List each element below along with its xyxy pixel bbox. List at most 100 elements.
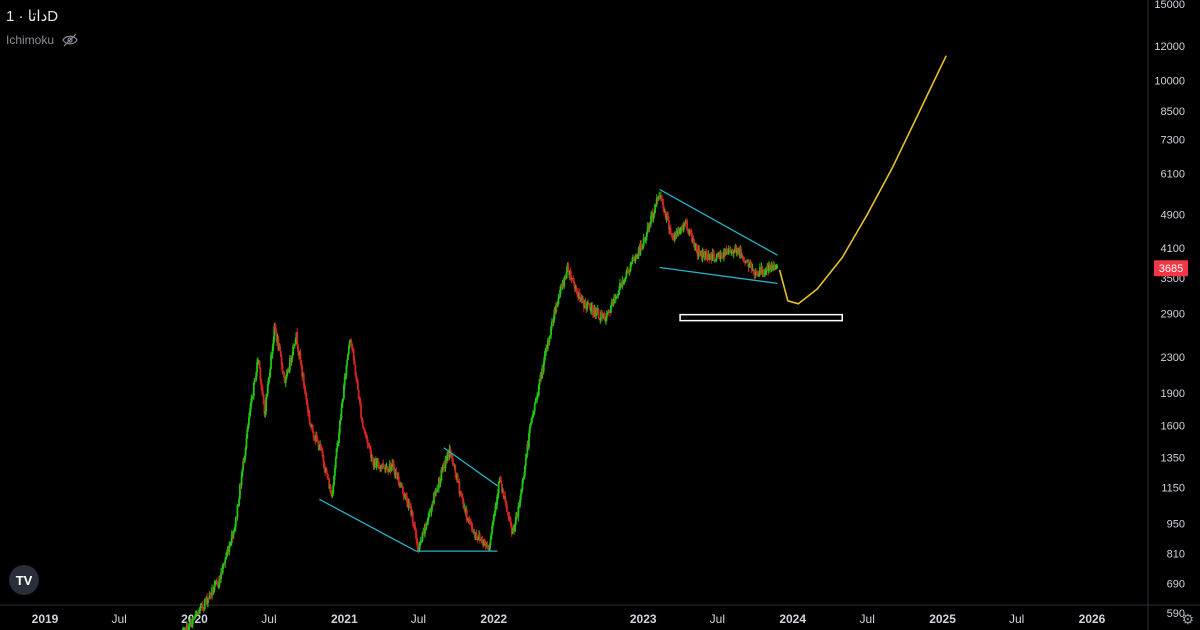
candle-body: [189, 622, 191, 624]
candle-body: [363, 428, 366, 432]
candle-body: [640, 244, 643, 248]
candle-body: [548, 337, 551, 342]
candle-body: [243, 461, 245, 463]
candle-body: [501, 483, 503, 492]
logo-text: TV: [15, 572, 33, 588]
symbol-name: داتا: [27, 8, 48, 25]
tradingview-logo[interactable]: TV: [9, 565, 39, 595]
y-tick-label: 1350: [1161, 452, 1185, 464]
candle-body: [284, 378, 287, 384]
candle-body: [308, 413, 311, 423]
candle-body: [551, 321, 553, 327]
candle-body: [343, 385, 345, 399]
candle-body: [522, 479, 525, 481]
candle-body: [662, 202, 665, 208]
candle-body: [509, 516, 512, 522]
candle-body: [328, 478, 331, 489]
candle-body: [452, 464, 455, 466]
candle-body: [362, 426, 365, 429]
y-tick-label: 4100: [1161, 243, 1185, 255]
candle-body: [776, 265, 779, 268]
candle-body: [690, 231, 693, 234]
candle-body: [342, 398, 344, 402]
candle-body: [279, 346, 281, 351]
candle-body: [337, 442, 340, 444]
candle-body: [639, 244, 642, 255]
candle-body: [267, 377, 270, 385]
y-tick-label: 8500: [1161, 106, 1185, 118]
candle-body: [428, 512, 430, 518]
indicator-legend[interactable]: Ichimoku: [6, 33, 78, 47]
candle-body: [340, 407, 343, 419]
candle-body: [521, 480, 524, 491]
candle-body: [748, 264, 751, 268]
candle-body: [304, 389, 307, 393]
candle-body: [673, 233, 676, 241]
gear-icon[interactable]: ⚙: [1181, 611, 1194, 627]
candle-body: [414, 525, 417, 529]
candle-body: [361, 420, 364, 427]
candle-body: [557, 297, 560, 305]
candle-body: [186, 625, 189, 630]
candle-body: [248, 417, 250, 426]
candle-body: [270, 355, 272, 369]
candle-body: [506, 511, 509, 513]
candle-body: [688, 229, 691, 234]
candle-body: [528, 433, 530, 447]
candle-body: [370, 449, 372, 458]
candle-body: [273, 325, 276, 340]
candle-body: [492, 521, 494, 526]
candle-body: [572, 278, 575, 282]
candle-body: [714, 259, 717, 261]
candle-body: [631, 261, 634, 264]
candle-body: [505, 501, 507, 505]
candle-body: [234, 516, 237, 527]
candle-body: [255, 372, 258, 380]
candle-body: [281, 365, 284, 372]
candle-body: [488, 544, 491, 551]
candle-body: [517, 506, 520, 517]
target-box: [679, 313, 843, 322]
x-tick-label: 2026: [1079, 612, 1106, 626]
candle-body: [288, 370, 290, 372]
candle-body: [296, 332, 299, 346]
candle-body: [388, 469, 390, 471]
candle-body: [470, 522, 473, 527]
eye-off-icon[interactable]: [62, 33, 78, 47]
symbol-header[interactable]: داتا · 1D: [6, 7, 58, 25]
candle-body: [768, 264, 770, 272]
candle-body: [511, 530, 514, 534]
candle-body: [361, 417, 363, 421]
candle-body: [266, 393, 268, 398]
candle-body: [461, 497, 464, 500]
candle-body: [536, 395, 539, 400]
candle-body: [221, 564, 224, 574]
candle-body: [610, 302, 613, 306]
candle-body: [390, 466, 393, 471]
y-tick-label: 10000: [1154, 75, 1185, 87]
y-tick-label: 950: [1167, 518, 1185, 530]
candle-body: [309, 422, 312, 427]
candle-body: [605, 313, 608, 318]
candle-body: [727, 248, 730, 254]
candle-body: [563, 278, 566, 287]
candle-body: [663, 207, 666, 212]
candle-body: [533, 404, 536, 412]
candle-body: [201, 603, 204, 608]
candle-body: [247, 425, 249, 430]
candle-body: [469, 520, 472, 523]
candle-body: [387, 470, 390, 472]
candle-body: [655, 198, 658, 205]
candle-body: [356, 381, 359, 390]
candle-body: [616, 295, 619, 297]
candle-body: [692, 238, 695, 243]
candle-body: [733, 251, 736, 253]
candle-body: [698, 249, 701, 254]
candle-body: [230, 533, 233, 544]
candle-body: [556, 304, 559, 307]
candle-body: [315, 434, 318, 440]
candle-body: [653, 213, 656, 215]
candle-body: [713, 260, 716, 262]
candle-body: [368, 444, 371, 447]
